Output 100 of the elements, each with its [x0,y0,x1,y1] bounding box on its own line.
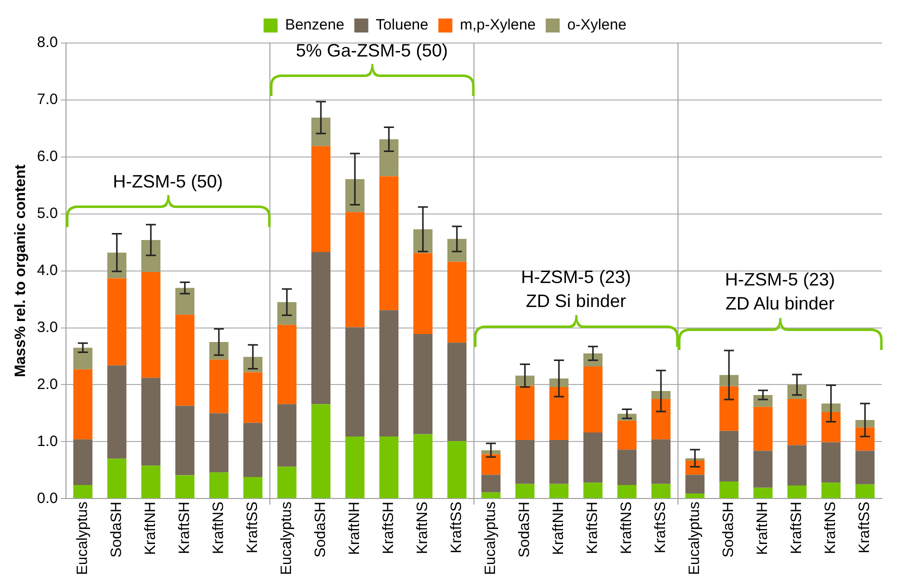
annotation: 5% Ga-ZSM-5 (50) [296,40,448,60]
x-tick-label: SodaSH [720,502,738,558]
x-tick-label: KraftSH [584,502,602,554]
bar [175,475,194,498]
x-tick-label: KraftNS [210,502,228,554]
bar [855,450,875,484]
bar [583,366,603,433]
bar [753,488,773,498]
bar [345,179,364,212]
bar [753,450,773,488]
bar [379,436,398,498]
x-tick-label: Eucalyptus [278,502,296,575]
bar [617,450,637,485]
bar [277,404,296,467]
y-tick-label: 4.0 [36,262,58,279]
bar [719,482,739,498]
bar [311,252,330,404]
bar [447,342,466,442]
bar [107,365,126,459]
x-tick-label: KraftNH [142,502,160,555]
bar [413,253,432,334]
bar [821,482,841,498]
bar [787,445,807,486]
bar [753,406,773,451]
bar [787,486,807,498]
bar [73,348,92,370]
bar [447,441,466,498]
bar [107,458,126,498]
x-tick-label: SodaSH [312,502,330,558]
bar [651,439,671,484]
bar [481,492,500,498]
x-tick-label: KraftNS [822,502,840,554]
y-tick-label: 6.0 [36,148,58,166]
bar [175,288,194,315]
x-tick-label: KraftNS [618,502,636,554]
bar [651,398,671,440]
bar [175,314,194,406]
annotation: H-ZSM-5 (23) ZD Si binder [520,266,631,311]
bar [481,450,500,454]
bar [685,474,705,494]
bar [719,430,739,482]
bar [515,484,534,498]
y-tick-label: 2.0 [36,376,58,393]
bar [549,387,569,440]
bar [209,360,228,414]
bar [243,372,262,423]
bar [209,413,228,472]
bar [583,432,603,483]
bar [719,375,739,386]
legend-label: o-Xylene [567,16,626,34]
x-tick-label: KraftNH [346,502,364,555]
bar [855,484,875,498]
bar [311,118,330,146]
bar [549,440,569,484]
bar [141,272,160,378]
bar [379,176,398,310]
bar [481,474,500,492]
bar [855,427,875,451]
y-tick-label: 1.0 [36,432,58,450]
bar [549,378,569,387]
legend-label: Toluene [376,16,428,34]
legend-label: m,p-Xylene [460,16,536,34]
x-tick-label: Eucalyptus [482,502,500,575]
bar [413,334,432,434]
bar [617,484,637,498]
x-tick-label: KraftSH [380,502,398,554]
bar [515,376,534,386]
bar [243,476,262,498]
annotation: H-ZSM-5 (50) [112,171,223,192]
bar [447,262,466,343]
x-tick-label: KraftNH [550,502,568,555]
bar [753,394,773,407]
bar [821,442,841,483]
bar [311,146,330,252]
bar [141,378,160,466]
annotation: H-ZSM-5 (23) ZD Alu binder [724,270,835,314]
bar [651,390,671,399]
bar [345,436,364,498]
bar [73,439,92,485]
bar [277,324,296,404]
x-tick-label: KraftSS [448,502,466,554]
bar [719,386,739,431]
y-tick-label: 8.0 [36,34,58,52]
x-tick-label: KraftSH [788,502,806,554]
bar [481,454,500,475]
bar [413,434,432,498]
bar [787,398,807,446]
bar [345,327,364,437]
bar [311,404,330,498]
bar [379,139,398,176]
y-tick-label: 5.0 [36,205,58,222]
bar [175,406,194,476]
bar [209,472,228,498]
bar [141,466,160,498]
bar [141,240,160,272]
bar [515,440,534,484]
y-tick-label: 7.0 [36,91,58,108]
x-tick-label: KraftNH [754,502,772,555]
bar [515,386,534,440]
x-tick-label: SodaSH [108,502,125,558]
